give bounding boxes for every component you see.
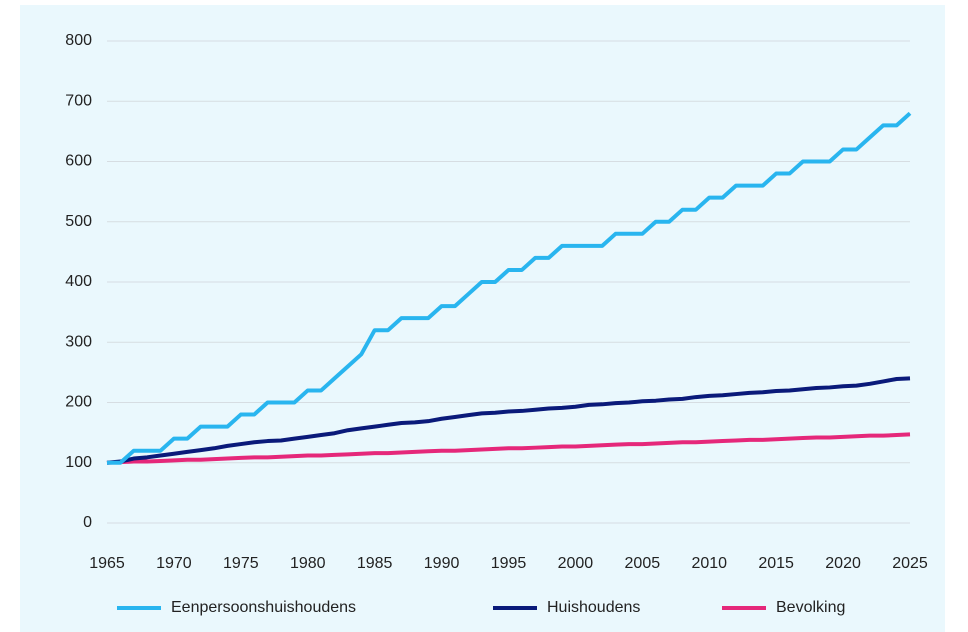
x-tick-label: 1970 bbox=[156, 555, 192, 572]
x-tick-label: 1975 bbox=[223, 555, 259, 572]
y-tick-label: 100 bbox=[65, 454, 92, 471]
y-tick-label: 700 bbox=[65, 92, 92, 109]
x-tick-label: 1995 bbox=[491, 555, 527, 572]
x-tick-label: 1990 bbox=[424, 555, 460, 572]
series-line bbox=[106, 376, 911, 465]
x-tick-label: 2005 bbox=[625, 555, 661, 572]
x-tick-label: 2010 bbox=[691, 555, 727, 572]
y-tick-label: 500 bbox=[65, 213, 92, 230]
series-line bbox=[106, 432, 911, 465]
legend-label: Bevolking bbox=[776, 599, 845, 616]
y-tick-label: 800 bbox=[65, 32, 92, 49]
y-tick-label: 600 bbox=[65, 153, 92, 170]
x-tick-label: 2015 bbox=[758, 555, 794, 572]
x-tick-label: 1965 bbox=[89, 555, 125, 572]
legend-label: Eenpersoonshuishoudens bbox=[171, 599, 356, 616]
x-tick-label: 2020 bbox=[825, 555, 861, 572]
y-tick-label: 200 bbox=[65, 394, 92, 411]
y-tick-label: 300 bbox=[65, 333, 92, 350]
y-tick-label: 400 bbox=[65, 273, 92, 290]
x-tick-label: 1980 bbox=[290, 555, 326, 572]
x-tick-label: 1985 bbox=[357, 555, 393, 572]
x-tick-label: 2000 bbox=[558, 555, 594, 572]
x-tick-label: 2025 bbox=[892, 555, 928, 572]
y-tick-label: 0 bbox=[83, 514, 92, 531]
chart-background bbox=[20, 5, 945, 632]
legend-label: Huishoudens bbox=[547, 599, 640, 616]
series-line bbox=[107, 111, 912, 465]
